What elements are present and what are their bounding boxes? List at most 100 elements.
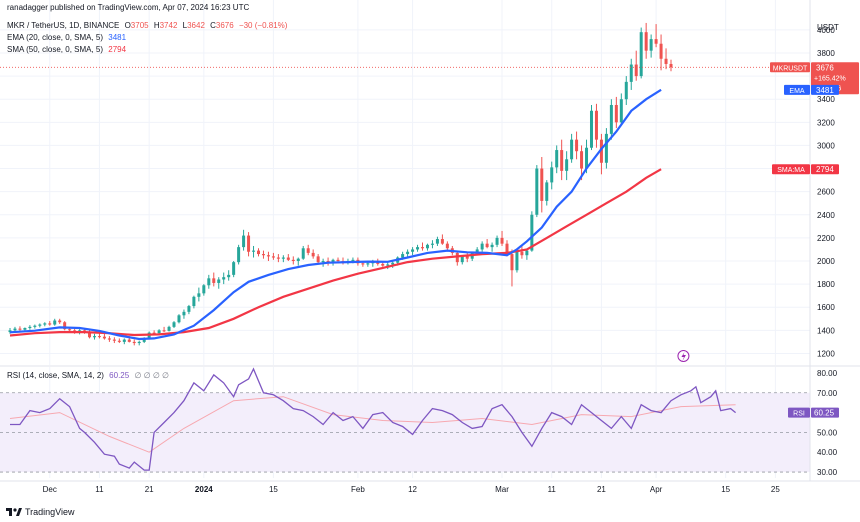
time-tick-label: 2024 [195,485,213,494]
price-tick-label: 2200 [817,234,835,243]
candle-body [550,167,554,183]
rsi-tag-value: 60.25 [814,409,835,418]
candle-body [23,328,27,330]
candle-body [391,262,395,265]
candle-body [276,257,280,259]
candle-body [659,43,663,59]
sma-legend[interactable]: SMA (50, close, 0, SMA, 5) 2794 [7,45,126,54]
candle-body [644,32,648,51]
candle-body [366,263,370,265]
candle-body [296,258,300,261]
close-value: 3676 [215,21,234,30]
candle-body [38,324,42,326]
candle-body [649,39,653,51]
candle-body [639,32,643,77]
rsi-tag-bg [811,407,839,418]
candle-body [157,330,161,334]
rsi-tick-label: 40.00 [817,448,838,457]
candle-body [430,243,434,245]
candle-body [351,259,355,261]
candle-body [624,81,628,100]
rsi-tick-label: 80.00 [817,369,838,378]
candle-body [217,279,221,283]
time-tick-label: 12 [408,485,417,494]
candle-body [172,322,176,327]
candle-body [73,330,77,332]
candle-body [58,320,62,323]
rsi-tick-label: 70.00 [817,389,838,398]
change-value: −30 (−0.81%) [238,21,288,30]
candle-body [535,168,539,215]
price-tick-label: 3200 [817,118,835,127]
candle-body [465,256,469,259]
time-tick-label: Apr [650,485,663,494]
candle-body [33,325,37,327]
candle-body [455,252,459,263]
ema-legend[interactable]: EMA (20, close, 0, SMA, 5) 3481 [7,33,126,42]
time-tick-label: 15 [721,485,730,494]
price-pane[interactable] [0,22,810,362]
symbol-tag: MKRUSDT [773,65,808,72]
ema-legend-label: EMA (20, close, 0, SMA, 5) [7,33,104,42]
candle-body [585,147,589,169]
symbol-tag-bg [770,62,810,73]
candle-body [614,104,618,123]
candle-body [495,237,499,245]
candle-body [500,237,504,244]
price-tick-label: 3000 [817,141,835,150]
sma-tag-label-bg [772,164,810,175]
candle-body [560,150,564,171]
candle-body [68,329,72,331]
candle-body [107,338,111,340]
candle-body [291,259,295,261]
tradingview-logo-icon [6,508,22,516]
candle-body [187,306,191,312]
candle-body [271,256,275,258]
candle-body [43,323,47,325]
candle-body [117,340,121,342]
rsi-line [10,367,737,471]
candle-body [515,251,519,271]
grid [0,0,810,478]
ema-legend-value: 3481 [108,33,127,42]
candle-body [63,322,67,330]
sma-legend-value: 2794 [108,45,127,54]
open-value: 3705 [130,21,149,30]
candle-body [629,64,633,82]
candle-body [13,328,17,331]
candle-body [570,139,574,160]
candle-body [530,214,534,251]
time-tick-label: 25 [771,485,780,494]
price-tag-pct: +165.42% [814,75,846,82]
ema-line [9,88,662,341]
candle-body [525,250,529,256]
candle-body [326,260,330,263]
price-tick-label: 1400 [817,326,835,335]
candle-body [18,328,22,330]
candle-body [580,151,584,169]
ema-tag-label-bg [784,84,810,95]
rsi-pane[interactable] [0,367,810,473]
price-tick-label: 2400 [817,211,835,220]
currency-label: USDT [817,23,839,32]
candle-body [654,39,658,44]
sma-tag-label: SMA:MA [777,167,805,174]
tradingview-footer[interactable]: TradingView [6,507,75,517]
symbol-legend[interactable]: MKR / TetherUS, 1D, BINANCE O3705 H3742 … [7,21,287,30]
candle-body [475,249,479,253]
candle-body [88,332,92,338]
candle-body [669,63,673,68]
candle-body [247,235,251,252]
candle-body [565,159,569,171]
candle-body [162,330,166,332]
rsi-legend[interactable]: RSI (14, close, SMA, 14, 2) 60.25 ∅ ∅ ∅ … [7,371,169,380]
candle-body [242,235,246,248]
price-tick-label: 2600 [817,188,835,197]
rsi-tag-label: RSI [793,411,805,418]
rsi-tick-label: 50.00 [817,428,838,437]
candle-body [237,247,241,263]
candle-body [520,251,524,256]
candle-body [435,239,439,244]
price-tags: MKRUSDT3676+165.42%07:36:26EMA3481SMA:MA… [770,62,859,418]
candle-body [261,254,265,256]
